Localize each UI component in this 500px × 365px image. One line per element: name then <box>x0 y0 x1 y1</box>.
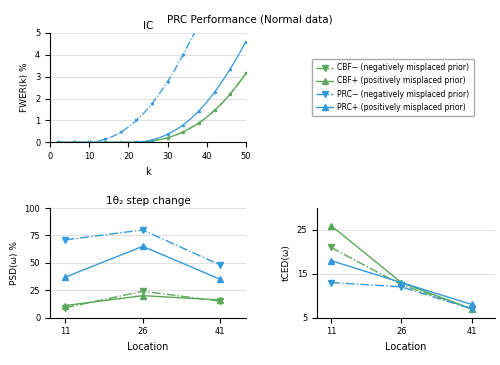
Title: IC: IC <box>143 21 153 31</box>
Text: PRC Performance (Normal data): PRC Performance (Normal data) <box>167 15 333 24</box>
X-axis label: Location: Location <box>386 342 426 352</box>
X-axis label: Location: Location <box>128 342 168 352</box>
Y-axis label: FWER(k) %: FWER(k) % <box>20 63 30 112</box>
Y-axis label: tCED(ω): tCED(ω) <box>282 244 291 281</box>
Legend: CBF− (negatively misplaced prior), CBF+ (positively misplaced prior), PRC− (nega: CBF− (negatively misplaced prior), CBF+ … <box>312 59 474 116</box>
X-axis label: k: k <box>145 167 151 177</box>
Y-axis label: PSD(ω) %: PSD(ω) % <box>10 241 19 285</box>
Title: 1θ₂ step change: 1θ₂ step change <box>106 196 190 206</box>
